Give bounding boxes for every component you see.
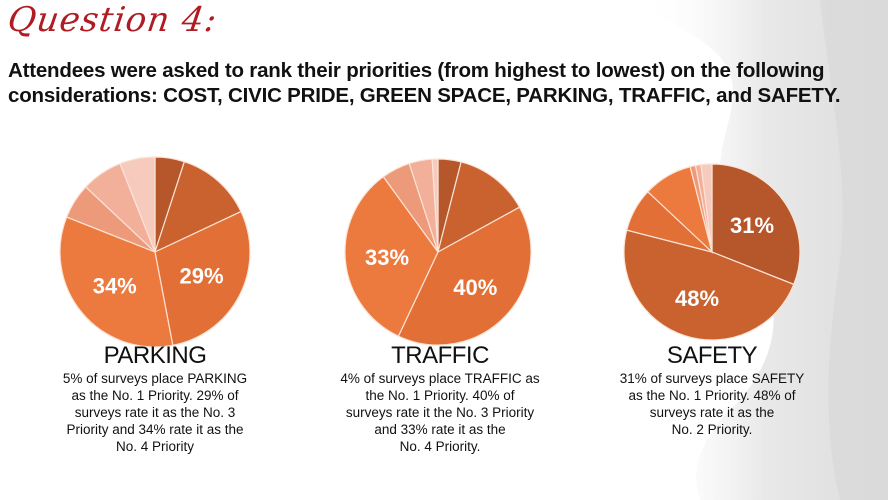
question-subtitle: Attendees were asked to rank their prior… bbox=[8, 58, 888, 108]
subtitle-line-2: considerations: COST, CIVIC PRIDE, GREEN… bbox=[8, 84, 841, 107]
caption-title: PARKING bbox=[103, 342, 207, 369]
caption-traffic: TRAFFIC 4% of surveys place TRAFFIC as t… bbox=[325, 342, 555, 455]
caption-line: No. 4 Priority. bbox=[399, 439, 481, 454]
caption-parking: PARKING 5% of surveys place PARKING as t… bbox=[55, 342, 255, 455]
caption-line: as the No. 1 Priority. 48% of bbox=[628, 388, 796, 403]
caption-line: 31% of surveys place SAFETY bbox=[619, 371, 805, 386]
pie-slice bbox=[397, 206, 532, 346]
caption-line: surveys rate it as the bbox=[649, 405, 775, 420]
caption-line: No. 4 Priority bbox=[115, 439, 195, 454]
caption-title: SAFETY bbox=[666, 342, 758, 369]
caption-line: No. 2 Priority. bbox=[671, 422, 753, 437]
pie-slice bbox=[431, 158, 439, 253]
caption-body: 4% of surveys place TRAFFIC as the No. 1… bbox=[325, 370, 555, 455]
pie-slice bbox=[154, 210, 251, 347]
pie-slice-label: 33% bbox=[365, 245, 409, 270]
caption-body: 5% of surveys place PARKING as the No. 1… bbox=[55, 370, 255, 455]
pie-slice bbox=[119, 156, 156, 253]
pie-slice-label: 48% bbox=[675, 286, 719, 311]
caption-title: TRAFFIC bbox=[391, 342, 489, 369]
caption-safety: SAFETY 31% of surveys place SAFETY as th… bbox=[602, 342, 822, 438]
pie-slice bbox=[623, 229, 795, 341]
caption-line: as the No. 1 Priority. 29% of bbox=[71, 388, 239, 403]
pie-slice bbox=[344, 175, 439, 337]
pie-slice bbox=[154, 160, 242, 254]
pie-slice bbox=[711, 163, 801, 286]
pie-slice-label: 29% bbox=[180, 264, 224, 289]
pie-slice bbox=[700, 163, 713, 253]
pie-slice bbox=[437, 161, 521, 254]
caption-line: 4% of surveys place TRAFFIC as bbox=[340, 371, 540, 386]
pie-slice-label: 31% bbox=[730, 213, 774, 238]
pie-slice-label: 40% bbox=[453, 275, 497, 300]
caption-line: Priority and 34% rate it as the bbox=[66, 422, 244, 437]
caption-line: surveys rate it as the No. 3 bbox=[74, 405, 236, 420]
caption-line: 5% of surveys place PARKING bbox=[62, 371, 248, 386]
subtitle-line-1: Attendees were asked to rank their prior… bbox=[8, 59, 825, 82]
caption-line: and 33% rate it as the bbox=[374, 422, 506, 437]
caption-line: surveys rate it the No. 3 Priority bbox=[345, 405, 535, 420]
caption-line: the No. 1 Priority. 40% of bbox=[365, 388, 515, 403]
caption-body: 31% of surveys place SAFETY as the No. 1… bbox=[602, 370, 822, 438]
pie-slice bbox=[59, 216, 174, 348]
pie-slice-label: 34% bbox=[93, 273, 137, 298]
